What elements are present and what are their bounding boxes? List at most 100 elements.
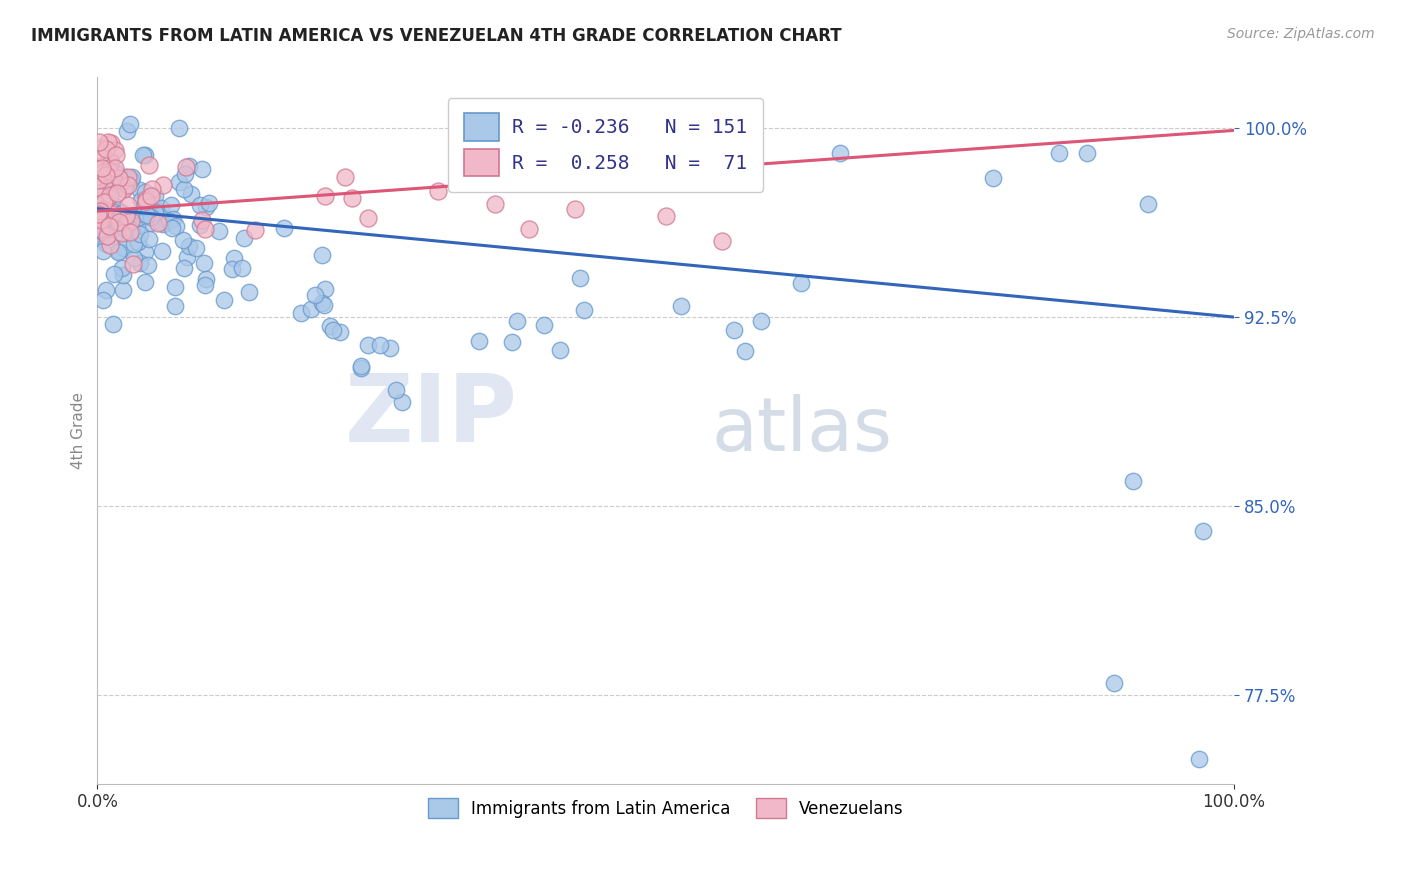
Point	[517, 221, 540, 235]
Point	[568, 271, 591, 285]
Point	[150, 244, 173, 258]
Point	[152, 178, 174, 192]
Point	[141, 182, 163, 196]
Point	[194, 277, 217, 292]
Point	[484, 196, 506, 211]
Point	[368, 338, 391, 352]
Point	[186, 241, 208, 255]
Point	[194, 222, 217, 236]
Point	[87, 212, 110, 227]
Point	[94, 283, 117, 297]
Point	[87, 211, 110, 225]
Point	[97, 219, 120, 233]
Point	[89, 194, 111, 209]
Point	[87, 207, 110, 221]
Point	[120, 213, 142, 227]
Point	[134, 275, 156, 289]
Point	[131, 207, 153, 221]
Point	[141, 210, 163, 224]
Point	[1104, 676, 1126, 690]
Point	[108, 244, 131, 258]
Point	[152, 217, 174, 231]
Point	[749, 313, 772, 327]
Point	[148, 207, 170, 221]
Point	[107, 221, 129, 235]
Point	[98, 237, 121, 252]
Point	[162, 211, 184, 226]
Point	[1188, 751, 1211, 765]
Point	[121, 223, 143, 237]
Point	[91, 205, 114, 219]
Point	[669, 299, 692, 313]
Point	[89, 203, 111, 218]
Point	[150, 212, 173, 227]
Point	[139, 188, 162, 202]
Point	[208, 225, 231, 239]
Point	[105, 186, 128, 201]
Point	[87, 135, 110, 149]
Point	[195, 200, 218, 214]
Point	[115, 124, 138, 138]
Point	[180, 186, 202, 201]
Point	[299, 301, 322, 316]
Point	[191, 213, 214, 227]
Point	[273, 220, 295, 235]
Point	[391, 395, 413, 409]
Point	[172, 233, 194, 247]
Point	[981, 171, 1004, 186]
Point	[93, 194, 115, 208]
Point	[132, 148, 155, 162]
Point	[1192, 524, 1215, 539]
Point	[231, 260, 253, 275]
Point	[117, 170, 139, 185]
Point	[290, 306, 312, 320]
Point	[1122, 474, 1144, 488]
Point	[107, 244, 129, 259]
Point	[125, 219, 148, 233]
Point	[143, 206, 166, 220]
Point	[91, 244, 114, 258]
Point	[87, 169, 110, 183]
Point	[111, 261, 134, 276]
Point	[114, 180, 136, 194]
Point	[127, 235, 149, 249]
Point	[86, 197, 108, 211]
Point	[97, 161, 120, 175]
Point	[112, 220, 135, 235]
Point	[131, 194, 153, 208]
Point	[91, 146, 114, 161]
Point	[378, 341, 401, 355]
Point	[94, 172, 117, 186]
Point	[104, 161, 127, 175]
Text: ZIP: ZIP	[344, 370, 517, 462]
Point	[790, 276, 813, 290]
Point	[143, 205, 166, 219]
Point	[91, 293, 114, 308]
Point	[103, 268, 125, 282]
Point	[174, 167, 197, 181]
Point	[212, 293, 235, 307]
Point	[96, 229, 118, 244]
Point	[157, 214, 180, 228]
Point	[89, 193, 111, 207]
Point	[138, 232, 160, 246]
Point	[94, 202, 117, 216]
Point	[120, 173, 142, 187]
Point	[111, 268, 134, 282]
Point	[122, 257, 145, 271]
Point	[108, 170, 131, 185]
Point	[138, 157, 160, 171]
Point	[121, 169, 143, 184]
Point	[104, 148, 127, 162]
Point	[193, 256, 215, 270]
Point	[108, 180, 131, 194]
Point	[238, 285, 260, 300]
Point	[128, 210, 150, 224]
Point	[94, 236, 117, 251]
Point	[108, 215, 131, 229]
Y-axis label: 4th Grade: 4th Grade	[72, 392, 86, 469]
Text: IMMIGRANTS FROM LATIN AMERICA VS VENEZUELAN 4TH GRADE CORRELATION CHART: IMMIGRANTS FROM LATIN AMERICA VS VENEZUE…	[31, 27, 842, 45]
Point	[198, 195, 221, 210]
Text: Source: ZipAtlas.com: Source: ZipAtlas.com	[1227, 27, 1375, 41]
Point	[101, 183, 124, 197]
